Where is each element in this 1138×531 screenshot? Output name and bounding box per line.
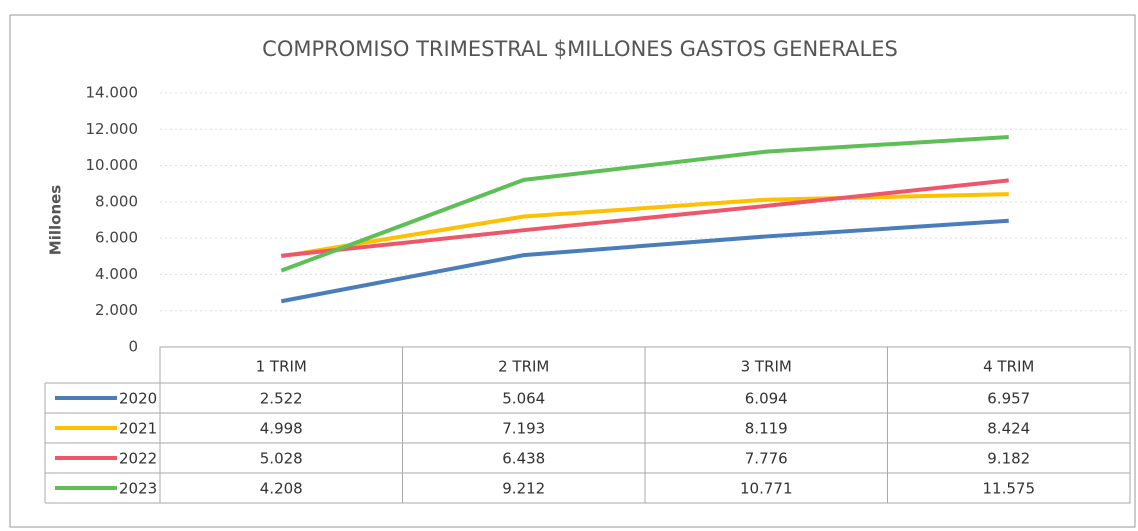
y-tick-label: 14.000 bbox=[86, 84, 139, 102]
table-value: 5.028 bbox=[260, 450, 303, 468]
y-tick-label: 12.000 bbox=[86, 120, 139, 138]
table-value: 6.438 bbox=[502, 450, 545, 468]
x-tick-label: 3 TRIM bbox=[741, 358, 792, 376]
table-value: 6.957 bbox=[987, 390, 1030, 408]
y-tick-label: 6.000 bbox=[95, 229, 138, 247]
y-tick-label: 4.000 bbox=[95, 265, 138, 283]
chart-frame bbox=[9, 14, 1136, 528]
table-value: 11.575 bbox=[983, 480, 1036, 498]
x-tick-label: 2 TRIM bbox=[498, 358, 549, 376]
table-value: 9.212 bbox=[502, 480, 545, 498]
series-line bbox=[280, 218, 1009, 304]
table-value: 9.182 bbox=[987, 450, 1030, 468]
legend-label: 2020 bbox=[119, 390, 157, 408]
legend-label: 2022 bbox=[119, 450, 157, 468]
series-line bbox=[280, 135, 1009, 273]
y-tick-label: 10.000 bbox=[86, 156, 139, 174]
table-value: 4.208 bbox=[260, 480, 303, 498]
series-line bbox=[281, 178, 1009, 258]
table-value: 4.998 bbox=[260, 420, 303, 438]
table-value: 6.094 bbox=[745, 390, 788, 408]
table-value: 10.771 bbox=[740, 480, 793, 498]
legend-label: 2023 bbox=[119, 480, 157, 498]
y-axis-title: Millones bbox=[47, 185, 65, 256]
table-value: 5.064 bbox=[502, 390, 545, 408]
y-tick-label: 2.000 bbox=[95, 301, 138, 319]
y-tick-label: 8.000 bbox=[95, 192, 138, 210]
x-tick-label: 4 TRIM bbox=[983, 358, 1034, 376]
table-value: 7.193 bbox=[502, 420, 545, 438]
x-tick-label: 1 TRIM bbox=[256, 358, 307, 376]
y-tick-label: 0 bbox=[128, 338, 138, 356]
table-value: 2.522 bbox=[260, 390, 303, 408]
chart-title: COMPROMISO TRIMESTRAL $MILLONES GASTOS G… bbox=[262, 37, 898, 61]
table-value: 8.119 bbox=[745, 420, 788, 438]
table-value: 8.424 bbox=[987, 420, 1030, 438]
table-value: 7.776 bbox=[745, 450, 788, 468]
series-line bbox=[280, 192, 1009, 259]
legend-label: 2021 bbox=[119, 420, 157, 438]
